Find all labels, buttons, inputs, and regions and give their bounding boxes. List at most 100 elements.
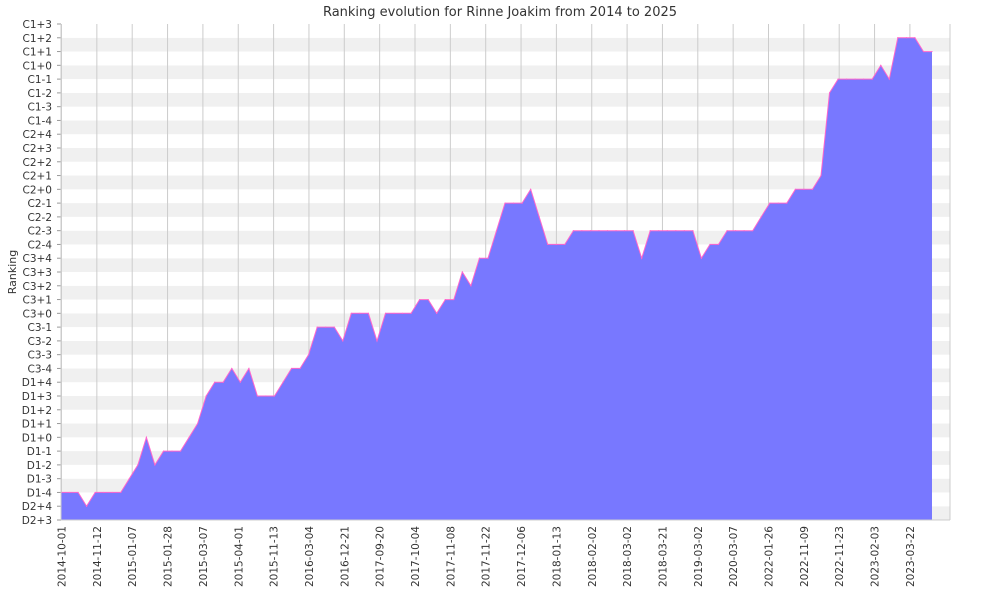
y-band — [61, 79, 950, 93]
ranking-point — [837, 78, 839, 80]
x-tick-label: 2018-03-21 — [657, 526, 669, 587]
y-tick-label: C2+2 — [23, 157, 53, 169]
x-tick-label: 2017-11-08 — [445, 526, 457, 587]
y-tick-label: D1-1 — [27, 446, 52, 458]
ranking-point — [444, 298, 446, 301]
ranking-point — [888, 78, 890, 80]
ranking-point — [504, 202, 506, 204]
y-tick-label: C1+0 — [23, 60, 53, 72]
ranking-point — [94, 491, 96, 494]
x-tick-label: 2022-01-26 — [764, 526, 776, 587]
ranking-point — [632, 230, 634, 232]
ranking-point — [325, 326, 327, 328]
x-tick-label: 2016-12-21 — [339, 526, 351, 587]
ranking-point — [811, 188, 814, 190]
ranking-point — [367, 312, 370, 314]
y-tick-label: D1+1 — [22, 419, 52, 431]
ranking-point — [197, 422, 199, 425]
y-tick-label: C1+2 — [23, 33, 53, 45]
ranking-point — [598, 230, 600, 232]
x-tick-label: 2023-02-03 — [870, 526, 882, 587]
y-tick-label: C2+3 — [23, 143, 53, 155]
ranking-point — [641, 257, 643, 259]
ranking-point — [589, 230, 592, 232]
ranking-point — [487, 257, 489, 259]
ranking-point — [752, 230, 754, 232]
x-tick-label: 2018-03-02 — [622, 526, 634, 587]
x-tick-label: 2022-11-23 — [834, 526, 846, 587]
ranking-point — [495, 230, 498, 232]
y-tick-label: D1-4 — [27, 487, 53, 499]
y-band — [61, 65, 950, 80]
ranking-point — [290, 367, 293, 370]
y-tick-label: C3+0 — [23, 308, 53, 320]
y-tick-label: C2-2 — [28, 212, 52, 224]
ranking-point — [555, 243, 557, 246]
ranking-point — [214, 381, 216, 383]
ranking-point — [512, 202, 515, 204]
x-tick-label: 2017-11-22 — [481, 526, 493, 587]
ranking-point — [769, 202, 771, 204]
ranking-point — [461, 271, 463, 273]
y-band — [61, 24, 950, 38]
ranking-point — [777, 202, 779, 204]
x-tick-label: 2018-01-13 — [551, 526, 563, 587]
x-tick-label: 2023-03-22 — [905, 526, 917, 587]
ranking-point — [931, 50, 933, 53]
x-tick-label: 2017-10-04 — [410, 526, 422, 587]
ranking-point — [86, 505, 88, 507]
ranking-point — [120, 491, 122, 494]
y-tick-label: D2+4 — [22, 501, 53, 513]
x-tick-label: 2014-11-12 — [92, 526, 104, 587]
y-tick-labels: D2+3 D2+4 D1-4D1-3 D1-2 D1-1 D1+0D1+1 D1+2 D1+3… — [22, 19, 61, 527]
y-tick-label: D1+4 — [22, 377, 53, 389]
ranking-point — [760, 216, 762, 218]
ranking-point — [179, 450, 182, 452]
ranking-point — [154, 464, 156, 466]
y-tick-label: D2+3 — [22, 515, 52, 527]
ranking-point — [675, 230, 677, 232]
ranking-point — [316, 326, 318, 328]
ranking-area — [61, 37, 932, 521]
ranking-point — [581, 230, 583, 232]
y-tick-label: C3-3 — [28, 350, 52, 362]
ranking-point — [538, 216, 540, 218]
x-tick-label: 2015-01-07 — [127, 526, 139, 587]
ranking-point — [128, 478, 130, 480]
ranking-point — [726, 230, 728, 232]
y-tick-label: C3+3 — [23, 267, 53, 279]
ranking-point — [863, 78, 865, 80]
ranking-point — [162, 450, 165, 452]
ranking-point — [282, 381, 284, 383]
ranking-point — [683, 230, 685, 232]
ranking-point — [470, 285, 472, 287]
ranking-point — [299, 367, 301, 370]
ranking-point — [547, 243, 549, 246]
y-tick-label: C1-3 — [28, 102, 52, 114]
y-band — [61, 37, 950, 52]
area-series — [60, 37, 933, 521]
ranking-point — [734, 230, 737, 232]
ranking-point — [436, 312, 438, 314]
ranking-point — [248, 367, 250, 370]
x-tick-label: 2020-03-07 — [728, 526, 740, 587]
ranking-point — [393, 312, 395, 314]
ranking-point — [828, 92, 831, 94]
ranking-point — [803, 188, 805, 190]
y-tick-label: C3-1 — [28, 322, 52, 334]
ranking-point — [905, 37, 907, 39]
ranking-point — [376, 340, 378, 342]
ranking-point — [111, 491, 113, 494]
x-tick-label: 2015-11-13 — [269, 526, 281, 587]
ranking-point — [615, 230, 617, 232]
y-tick-label: C3-2 — [28, 336, 52, 348]
x-tick-label: 2015-01-28 — [163, 526, 175, 587]
ranking-point — [171, 450, 173, 452]
ranking-point — [205, 395, 207, 397]
ranking-point — [256, 395, 259, 397]
y-tick-label: C3+1 — [23, 295, 53, 307]
ranking-point — [564, 243, 566, 246]
ranking-point — [897, 37, 899, 39]
ranking-point — [265, 395, 267, 397]
